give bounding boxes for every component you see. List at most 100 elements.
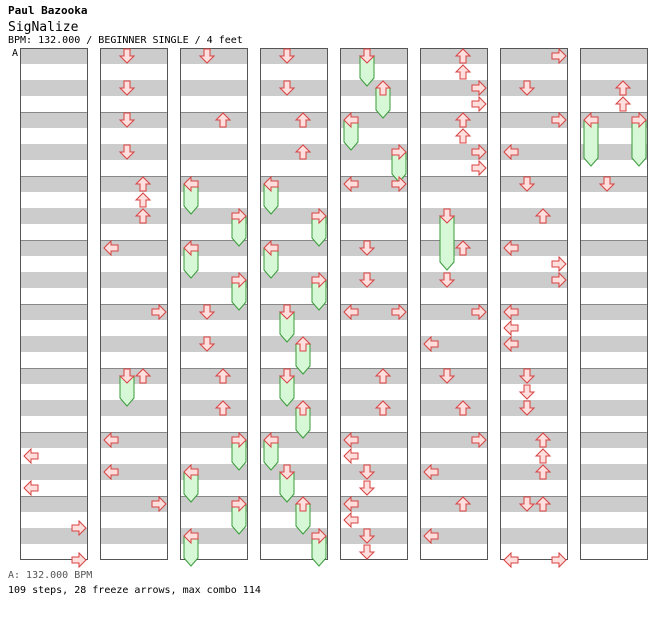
- step-arrow-up: [614, 96, 632, 112]
- step-arrow-up: [534, 448, 552, 464]
- step-arrow-left: [343, 447, 359, 465]
- beat-stripe: [580, 464, 648, 480]
- beat-stripe: [260, 208, 328, 224]
- beat-stripe: [100, 272, 168, 288]
- step-arrow-up: [134, 208, 152, 224]
- step-arrow-left: [343, 111, 359, 129]
- step-arrow-left: [423, 463, 439, 481]
- beat-stripe: [340, 144, 408, 160]
- step-arrow-down: [278, 304, 296, 320]
- beat-stripe: [20, 208, 88, 224]
- chart-meta: BPM: 132.000 / BEGINNER SINGLE / 4 feet: [8, 35, 243, 46]
- step-arrow-right: [391, 143, 407, 161]
- step-arrow-down: [518, 80, 536, 96]
- step-arrow-left: [263, 431, 279, 449]
- step-arrow-down: [118, 80, 136, 96]
- beat-stripe: [500, 336, 568, 352]
- beat-stripe: [180, 432, 248, 448]
- step-arrow-right: [151, 303, 167, 321]
- beat-stripe: [580, 272, 648, 288]
- beat-stripe: [340, 432, 408, 448]
- step-arrow-right: [471, 143, 487, 161]
- beat-stripe: [260, 144, 328, 160]
- step-arrow-down: [198, 48, 216, 64]
- step-arrow-left: [503, 143, 519, 161]
- beat-stripe: [180, 80, 248, 96]
- step-arrow-left: [183, 527, 199, 545]
- beat-stripe: [100, 464, 168, 480]
- step-arrow-up: [534, 496, 552, 512]
- beat-stripe: [340, 176, 408, 192]
- step-arrow-right: [631, 111, 647, 129]
- step-arrow-right: [231, 495, 247, 513]
- column-border: [500, 48, 568, 560]
- beat-stripe: [580, 208, 648, 224]
- beat-stripe: [500, 144, 568, 160]
- beat-stripe: [420, 176, 488, 192]
- beat-stripe: [20, 176, 88, 192]
- step-arrow-right: [551, 111, 567, 129]
- chart-column: [20, 48, 88, 569]
- step-arrow-left: [503, 335, 519, 353]
- step-arrow-up: [454, 112, 472, 128]
- beat-stripe: [100, 240, 168, 256]
- column-border: [100, 48, 168, 560]
- beat-stripe: [260, 528, 328, 544]
- step-arrow-down: [358, 480, 376, 496]
- beat-stripe: [580, 432, 648, 448]
- beat-stripe: [20, 496, 88, 512]
- step-arrow-up: [374, 80, 392, 96]
- beat-stripe: [180, 272, 248, 288]
- step-arrow-down: [358, 464, 376, 480]
- step-arrow-up: [134, 368, 152, 384]
- step-arrow-up: [454, 128, 472, 144]
- step-arrow-down: [278, 368, 296, 384]
- chart-column: [580, 48, 648, 560]
- beat-stripe: [580, 48, 648, 64]
- beat-stripe: [500, 432, 568, 448]
- beat-stripe: [420, 144, 488, 160]
- beat-stripe: [180, 208, 248, 224]
- step-arrow-up: [294, 336, 312, 352]
- column-border: [20, 48, 88, 560]
- beat-stripe: [420, 112, 488, 128]
- step-arrow-right: [551, 255, 567, 273]
- beat-stripe: [340, 400, 408, 416]
- beat-stripe: [20, 368, 88, 384]
- step-arrow-down: [118, 368, 136, 384]
- step-arrow-up: [454, 400, 472, 416]
- step-arrow-right: [311, 271, 327, 289]
- step-arrow-up: [134, 176, 152, 192]
- beat-stripe: [420, 432, 488, 448]
- beat-stripe: [580, 336, 648, 352]
- step-arrow-left: [343, 495, 359, 513]
- beat-stripe: [100, 208, 168, 224]
- step-statistics: 109 steps, 28 freeze arrows, max combo 1…: [8, 585, 261, 596]
- step-arrow-down: [198, 304, 216, 320]
- step-arrow-left: [503, 551, 519, 569]
- beat-stripe: [100, 432, 168, 448]
- step-arrow-down: [278, 464, 296, 480]
- step-arrow-down: [278, 48, 296, 64]
- beat-stripe: [420, 400, 488, 416]
- beat-stripe: [20, 80, 88, 96]
- step-arrow-left: [183, 463, 199, 481]
- step-arrow-up: [294, 400, 312, 416]
- step-arrow-left: [23, 447, 39, 465]
- beat-stripe: [180, 400, 248, 416]
- beat-stripe: [500, 304, 568, 320]
- beat-stripe: [20, 48, 88, 64]
- bpm-summary: A: 132.000 BPM: [8, 570, 93, 581]
- song-title: SigNalize: [8, 20, 79, 35]
- step-arrow-down: [518, 400, 536, 416]
- step-arrow-right: [231, 431, 247, 449]
- step-arrow-right: [71, 551, 87, 569]
- step-arrow-left: [503, 319, 519, 337]
- step-arrow-down: [358, 240, 376, 256]
- step-arrow-up: [214, 112, 232, 128]
- step-arrow-up: [294, 496, 312, 512]
- beat-stripe: [420, 496, 488, 512]
- beat-stripe: [580, 80, 648, 96]
- step-arrow-right: [231, 271, 247, 289]
